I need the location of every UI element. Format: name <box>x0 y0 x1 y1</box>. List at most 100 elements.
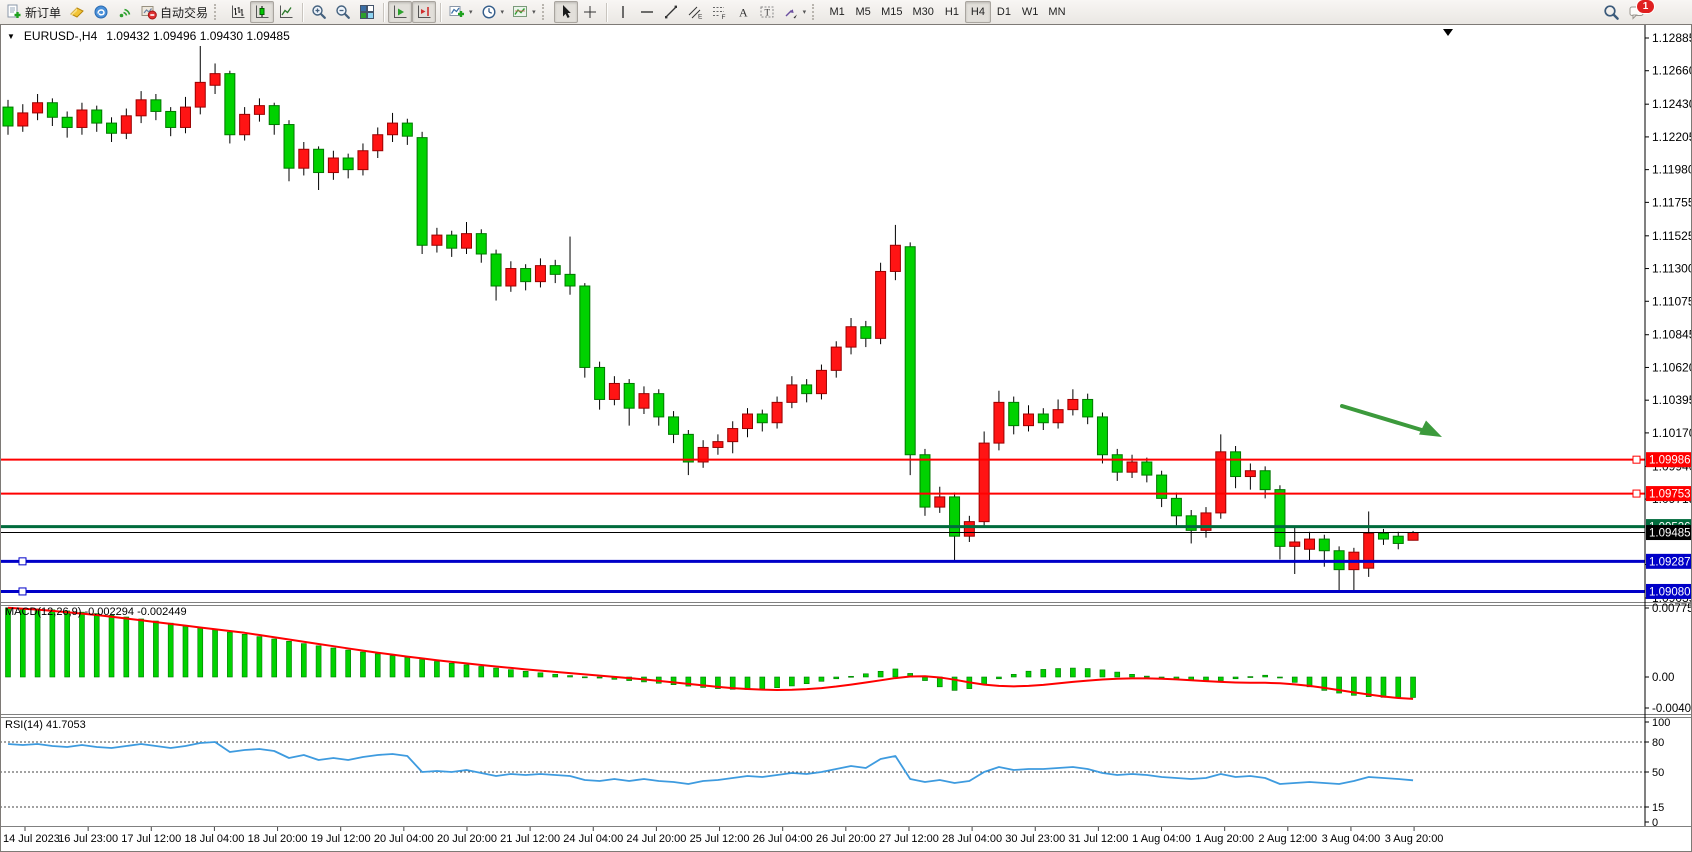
timeframe-m5[interactable]: M5 <box>850 1 876 23</box>
svg-text:14 Jul 2023: 14 Jul 2023 <box>3 833 60 845</box>
svg-text:28 Jul 04:00: 28 Jul 04:00 <box>942 833 1002 845</box>
timeframe-m30[interactable]: M30 <box>908 1 939 23</box>
rsi-line <box>7 741 1414 785</box>
svg-text:18 Jul 04:00: 18 Jul 04:00 <box>184 833 244 845</box>
svg-text:15: 15 <box>1652 802 1664 814</box>
hline-1.09080[interactable]: 1.09080 <box>0 583 1692 599</box>
chart-shift-icon <box>418 5 431 18</box>
metaeditor-button[interactable] <box>89 1 113 23</box>
chart-window: 1.12885 1.12660 1.12430 1.12205 1.11980 1.117… <box>0 24 1692 852</box>
market-watch-button[interactable] <box>65 1 89 23</box>
toolbar-grip <box>541 4 550 20</box>
autotrading-icon <box>141 6 157 20</box>
auto-scroll-icon <box>394 5 407 18</box>
macd-signal-line <box>7 606 1414 700</box>
auto-scroll-button[interactable] <box>388 1 413 23</box>
timeframe-group: M1 M5 M15 M30 H1 H4 D1 W1 MN <box>824 1 1070 23</box>
fibonacci-button[interactable]: F <box>707 1 731 23</box>
chart-canvas[interactable]: 1.12885 1.12660 1.12430 1.12205 1.11980 1.117… <box>0 24 1692 852</box>
line-chart-button[interactable] <box>274 1 298 23</box>
periods-button[interactable]: ▾ <box>477 1 509 23</box>
svg-text:-0.004007: -0.004007 <box>1652 703 1692 715</box>
svg-text:0: 0 <box>1652 817 1658 829</box>
horizontal-line-icon <box>640 11 653 13</box>
svg-text:1.11525: 1.11525 <box>1652 229 1692 243</box>
zoom-out-button[interactable] <box>331 1 355 23</box>
svg-text:24 Jul 20:00: 24 Jul 20:00 <box>626 833 686 845</box>
text-icon: A <box>739 6 748 20</box>
zoom-out-icon <box>336 5 350 19</box>
toolbar-separator <box>383 2 385 22</box>
templates-icon <box>513 6 528 17</box>
hline-1.09986[interactable]: 1.09986 <box>0 452 1692 468</box>
timeframe-d1[interactable]: D1 <box>991 1 1017 23</box>
horizontal-line-button[interactable] <box>635 1 659 23</box>
candlestick-chart-button[interactable] <box>250 1 275 23</box>
crosshair-button[interactable] <box>578 1 602 23</box>
trendline-button[interactable] <box>659 1 683 23</box>
signals-button[interactable] <box>113 1 137 23</box>
svg-text:50: 50 <box>1652 767 1664 779</box>
crosshair-icon <box>583 6 596 18</box>
svg-text:A: A <box>739 6 748 20</box>
svg-text:31 Jul 12:00: 31 Jul 12:00 <box>1068 833 1128 845</box>
hline-1.09753[interactable]: 1.09753 <box>0 486 1692 502</box>
text-label-button[interactable]: T <box>755 1 779 23</box>
svg-text:E: E <box>698 14 703 21</box>
bar-chart-button[interactable] <box>226 1 250 23</box>
vertical-line-icon <box>621 6 624 18</box>
dropdown-caret: ▾ <box>500 9 505 16</box>
line-chart-icon <box>280 5 293 18</box>
candlestick-chart-icon <box>256 5 269 18</box>
text-button[interactable]: A <box>731 1 755 23</box>
arrows-icon <box>785 9 797 19</box>
svg-text:0.00: 0.00 <box>1652 672 1674 684</box>
templates-button[interactable]: ▾ <box>508 1 540 23</box>
svg-text:1.10170: 1.10170 <box>1652 426 1692 440</box>
svg-text:F: F <box>721 14 725 20</box>
svg-text:1.12885: 1.12885 <box>1652 31 1692 45</box>
dropdown-caret: ▾ <box>802 9 807 16</box>
svg-text:1.12430: 1.12430 <box>1652 97 1692 111</box>
tile-windows-button[interactable] <box>355 1 379 23</box>
vertical-line-button[interactable] <box>611 1 635 23</box>
timeframe-m1[interactable]: M1 <box>824 1 850 23</box>
chart-shift-marker[interactable] <box>1443 29 1453 36</box>
market-watch-icon <box>70 7 84 18</box>
svg-text:17 Jul 12:00: 17 Jul 12:00 <box>121 833 181 845</box>
svg-text:1.09080: 1.09080 <box>1649 586 1691 598</box>
cursor-button[interactable] <box>553 1 578 23</box>
svg-text:1.12205: 1.12205 <box>1652 130 1692 144</box>
chart-shift-button[interactable] <box>412 1 437 23</box>
rsi-pane: 100 80 50 15 0 <box>0 717 1670 829</box>
autotrading-button[interactable]: 自动交易 <box>137 1 212 23</box>
notification-badge[interactable]: 1 <box>1636 0 1655 14</box>
svg-text:19 Jul 12:00: 19 Jul 12:00 <box>311 833 371 845</box>
new-order-label: 新订单 <box>25 5 62 20</box>
new-order-button[interactable]: 新订单 <box>2 1 65 23</box>
timeframe-mn[interactable]: MN <box>1043 1 1070 23</box>
arrows-button[interactable]: ▾ <box>779 1 811 23</box>
trend-arrow[interactable] <box>1340 404 1442 437</box>
timeframe-h4[interactable]: H4 <box>964 1 991 23</box>
dropdown-caret: ▾ <box>532 9 536 16</box>
timeframe-w1[interactable]: W1 <box>1017 1 1044 23</box>
equidistant-channel-button[interactable]: E <box>683 1 707 23</box>
search-button[interactable] <box>1599 1 1624 23</box>
dropdown-caret: ▾ <box>469 9 473 16</box>
metaeditor-icon <box>94 5 108 19</box>
hline-1.09287[interactable]: 1.09287 <box>0 553 1692 569</box>
zoom-in-icon <box>312 5 326 19</box>
timeframe-h1[interactable]: H1 <box>939 1 965 23</box>
indicators-icon <box>449 6 465 17</box>
text-label-icon: T <box>760 6 774 18</box>
indicators-button[interactable]: ▾ <box>445 1 477 23</box>
chart-menu-triangle[interactable]: ▼ <box>7 31 15 41</box>
svg-text:1.11755: 1.11755 <box>1652 195 1692 209</box>
timeframe-m15[interactable]: M15 <box>876 1 907 23</box>
svg-text:1.10845: 1.10845 <box>1652 328 1692 342</box>
svg-text:16 Jul 23:00: 16 Jul 23:00 <box>58 833 118 845</box>
toolbar-separator <box>440 2 442 22</box>
zoom-in-button[interactable] <box>307 1 331 23</box>
